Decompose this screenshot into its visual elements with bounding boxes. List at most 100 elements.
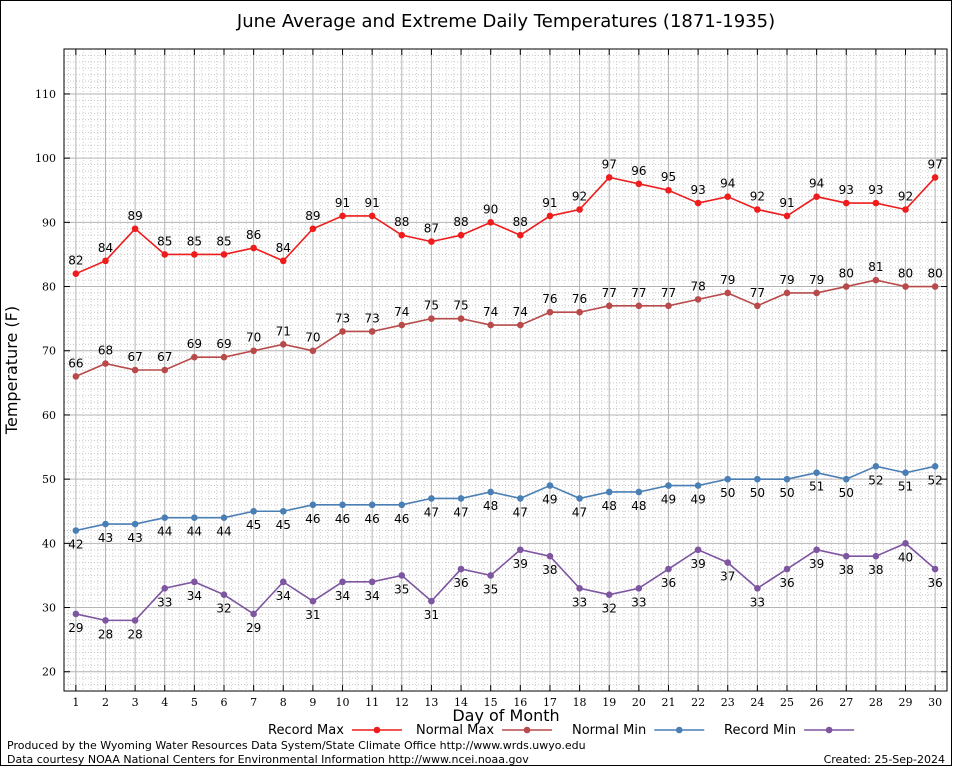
- data-label: 43: [98, 531, 113, 545]
- data-point: [724, 559, 732, 566]
- data-label: 38: [868, 563, 883, 577]
- data-label: 70: [246, 331, 261, 345]
- footer-credit-line1: Produced by the Wyoming Water Resources …: [7, 739, 586, 752]
- data-label: 73: [335, 311, 350, 325]
- data-point: [487, 219, 494, 226]
- x-tick-label: 10: [336, 696, 350, 709]
- y-tick-label: 100: [35, 152, 56, 165]
- data-point: [902, 206, 909, 213]
- data-point: [191, 251, 198, 258]
- x-tick-label: 28: [869, 696, 883, 709]
- data-point: [220, 251, 228, 258]
- data-point: [250, 610, 257, 618]
- data-point: [724, 289, 732, 297]
- data-point: [694, 546, 702, 554]
- data-label: 36: [453, 576, 468, 590]
- series-line: [75, 465, 936, 532]
- data-label: 47: [513, 505, 528, 519]
- data-point: [576, 584, 583, 592]
- data-label: 77: [750, 286, 765, 300]
- data-label: 33: [750, 595, 765, 609]
- data-label: 95: [661, 170, 676, 184]
- data-point: [72, 527, 80, 534]
- data-label: 36: [661, 576, 676, 590]
- data-label: 34: [365, 589, 380, 603]
- data-point: [605, 302, 613, 310]
- data-point: [605, 591, 613, 598]
- data-label: 32: [602, 602, 617, 616]
- plot-grid: [64, 48, 947, 692]
- data-point: [783, 475, 791, 483]
- data-label: 85: [187, 234, 202, 248]
- data-point: [368, 212, 376, 220]
- data-label: 38: [839, 563, 854, 577]
- data-label: 44: [187, 525, 202, 539]
- data-point: [724, 475, 732, 483]
- data-point: [339, 578, 346, 586]
- x-tick-label: 27: [839, 696, 853, 709]
- data-point: [694, 482, 702, 489]
- data-point: [783, 565, 791, 573]
- x-tick-label: 23: [721, 696, 735, 709]
- x-tick-label: 24: [750, 696, 764, 709]
- data-point: [428, 597, 435, 605]
- plot-border: [63, 48, 948, 692]
- data-label: 69: [216, 337, 231, 351]
- series-layer: 82 84 89 85 85 85 86 84 89 91 91 88 87 88 90 88 91 92 97 96…: [68, 157, 943, 641]
- data-label: 88: [453, 215, 468, 229]
- data-point: [635, 302, 643, 310]
- data-point: [131, 520, 139, 528]
- data-point: [517, 231, 524, 239]
- data-label: 50: [720, 486, 735, 500]
- data-label: 29: [246, 621, 261, 635]
- data-point: [339, 212, 346, 220]
- x-tick-label: 7: [250, 696, 257, 709]
- data-point: [279, 341, 287, 348]
- data-label: 76: [542, 292, 557, 306]
- data-point: [635, 488, 643, 496]
- data-point: [546, 212, 554, 220]
- data-label: 67: [157, 350, 172, 364]
- data-label: 86: [246, 228, 261, 242]
- data-label: 31: [424, 608, 439, 622]
- data-point: [368, 578, 376, 586]
- data-label: 84: [98, 241, 113, 255]
- data-label: 45: [276, 518, 291, 532]
- data-point: [754, 475, 761, 483]
- data-point: [279, 507, 287, 515]
- data-label: 90: [483, 202, 498, 216]
- data-point: [102, 617, 109, 624]
- legend-label: Normal Min: [572, 723, 646, 738]
- legend-marker: [373, 726, 381, 734]
- data-point: [902, 283, 909, 290]
- data-label: 36: [779, 576, 794, 590]
- data-label: 46: [394, 512, 409, 526]
- x-axis-label: Day of Month: [452, 706, 559, 725]
- data-label: 80: [839, 267, 854, 281]
- data-point: [546, 552, 554, 560]
- x-tick-label: 9: [309, 696, 316, 709]
- data-point: [220, 353, 228, 361]
- data-label: 77: [631, 286, 646, 300]
- data-label: 28: [127, 627, 142, 641]
- data-label: 76: [572, 292, 587, 306]
- data-label: 35: [394, 582, 409, 596]
- data-point: [220, 514, 228, 521]
- data-point: [813, 546, 820, 554]
- data-point: [576, 308, 583, 316]
- x-tick-label: 13: [424, 696, 438, 709]
- data-label: 71: [276, 324, 291, 338]
- data-label: 39: [513, 557, 528, 571]
- data-label: 97: [928, 157, 943, 171]
- data-point: [279, 257, 287, 265]
- data-point: [902, 540, 909, 547]
- data-point: [457, 315, 465, 322]
- data-point: [724, 193, 732, 200]
- data-label: 91: [335, 196, 350, 210]
- x-tick-label: 26: [810, 696, 824, 709]
- data-point: [546, 308, 554, 316]
- data-point: [813, 469, 820, 477]
- data-point: [754, 206, 761, 213]
- x-tick-label: 19: [602, 696, 616, 709]
- chart-title: June Average and Extreme Daily Temperatu…: [236, 11, 775, 32]
